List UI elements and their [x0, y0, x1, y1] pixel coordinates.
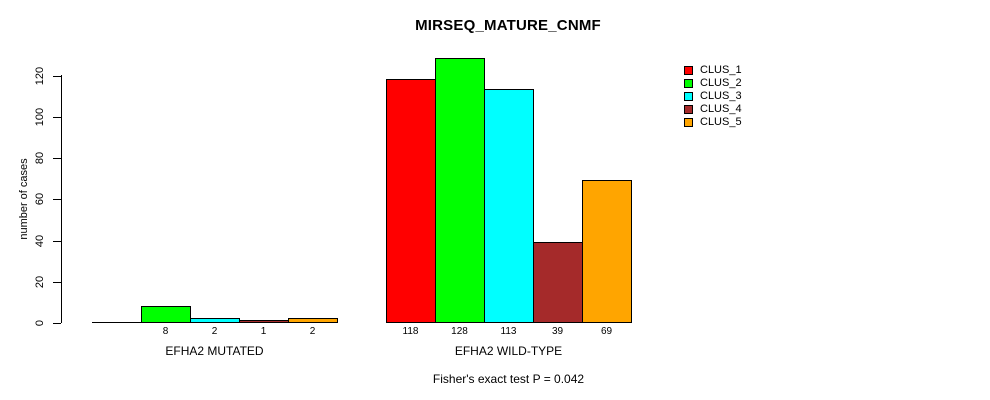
annotation-fisher-test: Fisher's exact test P = 0.042 — [432, 372, 585, 386]
y-tick-label: 120 — [34, 66, 46, 85]
y-tick-label: 100 — [34, 107, 46, 126]
legend: CLUS_1 CLUS_2 CLUS_3 CLUS_4 CLUS_5 — [684, 64, 742, 129]
y-tick-label: 80 — [34, 151, 46, 165]
y-tick-mark — [53, 240, 61, 242]
bar-clus_4-group2 — [533, 241, 583, 323]
bar-clus_2-group1 — [141, 305, 191, 323]
bar-value-label: 1 — [260, 326, 267, 337]
group-label: EFHA2 WILD-TYPE — [454, 344, 563, 358]
legend-swatch-clus_1 — [684, 66, 693, 75]
bar-clus_5-group1 — [288, 317, 338, 323]
bar-clus_3-group1 — [190, 317, 240, 323]
y-tick-mark — [53, 75, 61, 77]
bar-value-label: 128 — [451, 326, 468, 337]
group-label: EFHA2 MUTATED — [165, 344, 264, 358]
bar-value-label: 39 — [551, 326, 564, 337]
legend-label: CLUS_5 — [700, 116, 742, 128]
legend-label: CLUS_4 — [700, 103, 742, 115]
bar-value-label: 118 — [402, 326, 419, 337]
legend-item-clus_4: CLUS_4 — [684, 103, 742, 116]
bar-value-label: 8 — [162, 326, 169, 337]
bar-value-label: 2 — [309, 326, 316, 337]
legend-item-clus_3: CLUS_3 — [684, 90, 742, 103]
bar-clus_4-group1 — [239, 319, 289, 323]
y-tick-label: 60 — [34, 193, 46, 206]
bar-value-label: 69 — [600, 326, 613, 337]
chart-title: MIRSEQ_MATURE_CNMF — [415, 17, 601, 34]
y-tick-label: 40 — [34, 234, 46, 247]
bar-clus_2-group2 — [435, 58, 485, 323]
bar-value-label: 113 — [500, 326, 517, 337]
y-tick-mark — [53, 281, 61, 283]
legend-swatch-clus_4 — [684, 105, 693, 114]
y-tick-label: 20 — [34, 275, 46, 288]
legend-swatch-clus_2 — [684, 79, 693, 88]
y-axis-line — [61, 75, 62, 323]
legend-swatch-clus_5 — [684, 118, 693, 127]
bar-clus_1-group2 — [386, 78, 436, 323]
bar-clus_5-group2 — [582, 179, 632, 323]
y-tick-mark — [53, 116, 61, 118]
y-axis-label: number of cases — [18, 158, 30, 240]
y-tick-mark — [53, 323, 61, 324]
legend-swatch-clus_3 — [684, 92, 693, 101]
legend-label: CLUS_1 — [700, 64, 742, 76]
y-tick-mark — [53, 158, 61, 159]
bar-value-label: 2 — [211, 326, 218, 337]
legend-item-clus_2: CLUS_2 — [684, 77, 742, 90]
bar-clus_3-group2 — [484, 88, 534, 323]
legend-label: CLUS_3 — [700, 90, 742, 102]
legend-item-clus_1: CLUS_1 — [684, 64, 742, 77]
y-tick-label: 0 — [34, 319, 46, 327]
legend-item-clus_5: CLUS_5 — [684, 116, 742, 129]
y-tick-mark — [53, 199, 61, 201]
legend-label: CLUS_2 — [700, 77, 742, 89]
